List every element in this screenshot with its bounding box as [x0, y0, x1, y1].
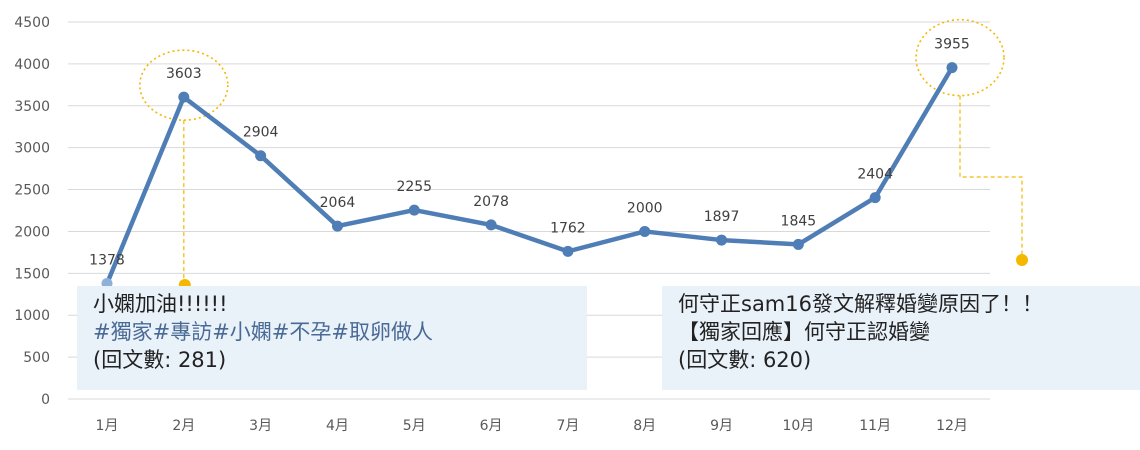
series-line	[104, 65, 955, 286]
y-axis-ticks: 0 500 1000 1500 2000 2500 3000 3500 4000 4500	[14, 15, 50, 408]
series-line-group	[101, 62, 958, 290]
data-label: 2404	[857, 167, 893, 183]
data-point	[331, 220, 343, 232]
y-tick-label: 1500	[14, 266, 50, 282]
y-tick-label: 3500	[14, 99, 50, 115]
y-tick-label: 4500	[14, 15, 50, 31]
annotation-left-reply-count: (回文數: 281)	[93, 348, 227, 372]
data-label: 2064	[320, 195, 356, 211]
x-tick-label: 5月	[403, 418, 426, 434]
data-point	[562, 245, 574, 257]
x-tick-label: 7月	[556, 418, 579, 434]
y-tick-label: 2500	[14, 183, 50, 199]
x-tick-label: 2月	[172, 418, 195, 434]
data-label: 3955	[934, 37, 970, 53]
y-tick-label: 0	[41, 392, 50, 408]
y-tick-label: 500	[23, 350, 50, 366]
data-label: 3603	[166, 66, 202, 82]
x-tick-label: 9月	[710, 418, 733, 434]
annotation-left-line1: 小嫻加油!!!!!!	[93, 292, 228, 316]
callout-leader-line	[959, 95, 1023, 254]
data-label: 1845	[781, 213, 817, 229]
x-tick-label: 6月	[480, 418, 503, 434]
data-point	[716, 234, 728, 246]
data-point	[639, 225, 651, 237]
data-point	[946, 62, 958, 74]
data-label: 2904	[243, 125, 279, 141]
callout-marker	[1016, 254, 1028, 266]
data-label: 2255	[396, 179, 432, 195]
data-label: 2000	[627, 200, 663, 216]
data-point	[255, 150, 267, 162]
data-label: 1378	[89, 253, 125, 269]
data-point	[792, 238, 804, 250]
data-label: 1897	[704, 209, 740, 225]
data-point	[178, 91, 190, 103]
annotation-box-right: 何守正sam16發文解釋婚變原因了！！ 【獨家回應】何守正認婚變 (回文數: 6…	[662, 286, 1140, 390]
x-tick-label: 8月	[633, 418, 656, 434]
data-label: 2078	[473, 194, 509, 210]
data-point	[485, 219, 497, 231]
annotation-right-line1: 何守正sam16發文解釋婚變原因了！！	[678, 292, 1043, 316]
x-tick-label: 1月	[96, 418, 119, 434]
annotation-right-line2: 【獨家回應】何守正認婚變	[678, 320, 930, 344]
y-tick-label: 1000	[14, 308, 50, 324]
data-labels: 1378 3603 2904 2064 2255 2078 1762 2000 1897 1845…	[89, 37, 970, 269]
x-tick-label: 10月	[782, 418, 814, 434]
highlight-callouts	[139, 18, 1028, 291]
y-tick-label: 2000	[14, 224, 50, 240]
y-tick-label: 4000	[14, 57, 50, 73]
x-tick-label: 12月	[936, 418, 968, 434]
highlight-circle	[139, 49, 229, 121]
x-tick-label: 11月	[859, 418, 891, 434]
x-tick-label: 3月	[249, 418, 272, 434]
x-axis-ticks: 1月 2月 3月 4月 5月 6月 7月 8月 9月 10月 11月 12月	[96, 418, 968, 434]
annotation-right-reply-count: (回文數: 620)	[678, 348, 812, 372]
data-point	[869, 192, 881, 204]
y-tick-label: 3000	[14, 141, 50, 157]
data-label: 1762	[550, 220, 586, 236]
highlight-circle	[915, 18, 1005, 97]
annotation-box-left: 小嫻加油!!!!!! #獨家#專訪#小嫻#不孕#取卵做人 (回文數: 281)	[77, 286, 587, 390]
annotation-left-hashtags: #獨家#專訪#小嫻#不孕#取卵做人	[93, 320, 433, 344]
x-tick-label: 4月	[326, 418, 349, 434]
data-point	[408, 204, 420, 216]
